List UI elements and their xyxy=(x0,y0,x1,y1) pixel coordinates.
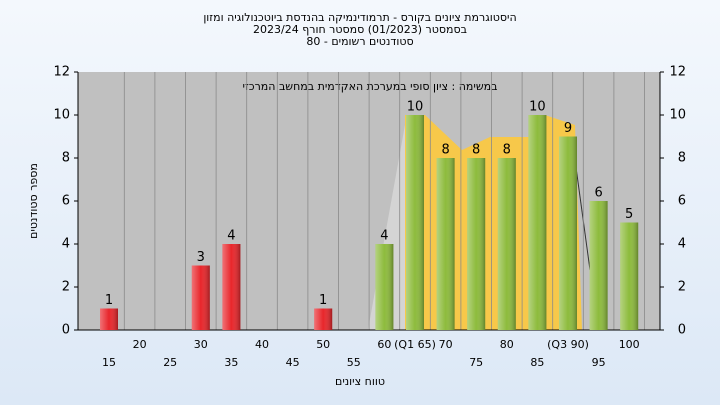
data-label: 1 xyxy=(319,293,327,308)
bar-shade xyxy=(467,158,486,330)
bar-shade xyxy=(436,158,455,330)
y2-tick-label: 8 xyxy=(678,151,686,166)
y2-tick-label: 2 xyxy=(678,280,686,295)
y-tick-label: 12 xyxy=(53,65,70,80)
x-tick-label: 25 xyxy=(163,356,177,369)
data-label: 8 xyxy=(441,143,449,158)
bar-shade xyxy=(191,265,210,330)
y-tick-label: 4 xyxy=(62,237,70,252)
x-tick-label: 70 xyxy=(439,338,453,351)
bar-shade xyxy=(589,201,608,330)
y2-tick-label: 0 xyxy=(678,323,686,338)
data-label: 8 xyxy=(472,143,480,158)
y-axis-label: מספר סטודנטים xyxy=(27,163,40,239)
data-label: 8 xyxy=(503,143,511,158)
annotation: במשימה : ציון סופי במערכת האקדמית במחשב … xyxy=(243,80,498,93)
x-axis-label: טווח ציונים xyxy=(335,375,385,388)
data-label: 5 xyxy=(625,207,633,222)
x-tick-label: 60 xyxy=(377,338,391,351)
data-label: 6 xyxy=(594,186,602,201)
x-tick-label: 40 xyxy=(255,338,269,351)
y-tick-label: 8 xyxy=(62,151,70,166)
x-tick-label: 35 xyxy=(224,356,238,369)
y-tick-label: 10 xyxy=(53,108,70,123)
bar-shade xyxy=(100,308,118,330)
x-tick-label: 30 xyxy=(194,338,208,351)
bar-shade xyxy=(314,308,333,330)
data-label: 10 xyxy=(407,100,424,115)
bar-shade xyxy=(559,136,577,330)
x-tick-label: (Q3 90) xyxy=(547,338,589,351)
x-tick-label: 15 xyxy=(102,356,116,369)
bar-shade xyxy=(528,115,547,330)
data-label: 4 xyxy=(380,229,388,244)
x-tick-label: 45 xyxy=(286,356,300,369)
iqr-band xyxy=(405,115,582,330)
chart-subtitle: בסמסטר (01/2023) סמסטר חורף 2023/24 xyxy=(253,23,467,36)
data-label: 1 xyxy=(105,293,113,308)
x-tick-label: 85 xyxy=(530,356,544,369)
x-tick-label: 80 xyxy=(500,338,514,351)
x-tick-label: 100 xyxy=(619,338,640,351)
y-tick-label: 0 xyxy=(62,323,70,338)
data-label: 10 xyxy=(529,100,546,115)
bar-shade xyxy=(222,244,241,330)
x-tick-label: 95 xyxy=(592,356,606,369)
bar-shade xyxy=(497,158,516,330)
x-tick-label: 50 xyxy=(316,338,330,351)
data-label: 9 xyxy=(564,121,572,136)
x-tick-label: 55 xyxy=(347,356,361,369)
decor-line xyxy=(574,159,591,271)
chart-title: היסטוגרמת ציונים בקורס - תרמודינמיקה בהנ… xyxy=(203,11,516,24)
y-tick-label: 2 xyxy=(62,280,70,295)
bar-shade xyxy=(406,115,424,330)
chart-subtitle: סטודנטים רשומים - 80 xyxy=(306,35,413,48)
bar-shade xyxy=(375,244,394,330)
x-tick-label: 75 xyxy=(469,356,483,369)
x-tick-label: 20 xyxy=(133,338,147,351)
y-tick-label: 6 xyxy=(62,194,70,209)
y2-tick-label: 6 xyxy=(678,194,686,209)
data-label: 3 xyxy=(197,250,205,265)
data-label: 4 xyxy=(227,229,235,244)
y2-tick-label: 10 xyxy=(669,108,686,123)
x-tick-label: (Q1 65) xyxy=(394,338,436,351)
bar-shade xyxy=(620,222,639,330)
y2-tick-label: 12 xyxy=(669,65,686,80)
y2-tick-label: 4 xyxy=(678,237,686,252)
